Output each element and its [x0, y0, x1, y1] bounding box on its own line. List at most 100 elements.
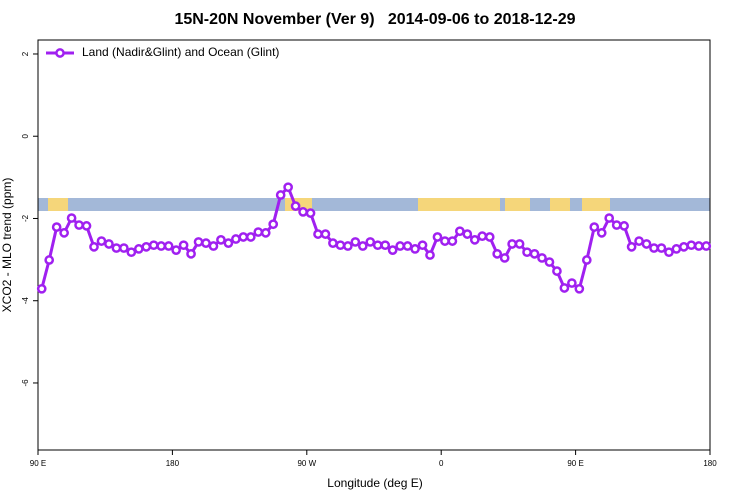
data-point	[231, 234, 241, 244]
data-point	[507, 239, 517, 249]
map-strip	[38, 198, 710, 211]
data-point	[514, 239, 525, 249]
data-point	[260, 228, 271, 238]
data-point	[119, 243, 129, 253]
y-tick-label: -2	[21, 214, 30, 222]
data-point	[626, 242, 637, 252]
data-point	[395, 241, 405, 251]
data-point	[701, 241, 712, 251]
data-point	[596, 228, 607, 238]
data-point	[372, 240, 383, 251]
data-point	[656, 243, 667, 253]
data-point	[522, 247, 532, 258]
data-point	[440, 236, 450, 246]
data-point	[410, 244, 420, 254]
data-point	[679, 242, 689, 252]
x-tick-label: 180	[166, 459, 180, 468]
data-point	[253, 227, 264, 237]
data-point	[567, 278, 577, 288]
data-point	[492, 248, 503, 259]
x-tick-label: 90 E	[567, 459, 583, 468]
data-point	[141, 242, 152, 252]
data-point	[275, 190, 286, 200]
data-point	[201, 238, 211, 248]
data-point	[104, 239, 114, 249]
data-point	[581, 255, 592, 265]
data-point	[81, 221, 92, 231]
data-point	[133, 244, 144, 254]
data-point	[178, 240, 189, 251]
x-axis-label: Longitude (deg E)	[327, 476, 422, 490]
chart-title: 15N-20N November (Ver 9) 2014-09-06 to 2…	[174, 11, 575, 28]
data-point	[186, 248, 196, 259]
y-tick-label: 2	[21, 51, 30, 56]
data-point	[171, 245, 181, 255]
data-point	[529, 248, 540, 259]
data-point	[51, 222, 62, 232]
data-point	[447, 236, 458, 246]
data-point	[328, 238, 338, 248]
data-point	[193, 237, 204, 247]
data-point	[313, 229, 323, 239]
data-point	[477, 231, 488, 242]
data-point	[163, 241, 174, 251]
data-point	[649, 243, 659, 253]
data-point	[126, 247, 137, 258]
data-point	[634, 236, 644, 246]
data-point	[619, 221, 629, 231]
data-point	[693, 241, 704, 251]
data-point	[245, 232, 256, 242]
data-point	[664, 247, 674, 258]
data-point	[343, 241, 353, 251]
data-point	[59, 228, 69, 238]
data-point	[686, 240, 697, 251]
data-point	[425, 250, 435, 260]
data-point	[111, 243, 122, 253]
data-point	[216, 235, 226, 245]
data-point	[589, 222, 600, 232]
data-point	[387, 245, 398, 255]
data-point	[380, 240, 391, 251]
data-point	[537, 253, 547, 263]
data-point	[417, 240, 428, 251]
data-point	[305, 208, 316, 218]
data-point	[469, 235, 480, 245]
data-point	[604, 213, 615, 223]
data-point	[96, 236, 107, 246]
data-point	[574, 283, 585, 294]
y-axis-label: XCO2 - MLO trend (ppm)	[0, 178, 14, 313]
data-point	[320, 229, 331, 239]
data-point	[432, 232, 443, 242]
legend-marker	[55, 48, 65, 58]
x-tick-label: 90 W	[297, 459, 316, 468]
y-tick-label: -6	[21, 379, 30, 387]
data-point	[365, 237, 376, 247]
data-point	[89, 242, 99, 252]
data-point	[357, 241, 368, 251]
data-point	[290, 201, 301, 211]
legend-label: Land (Nadir&Glint) and Ocean (Glint)	[82, 45, 279, 59]
data-point	[462, 229, 473, 239]
data-point	[36, 283, 47, 294]
data-point	[499, 253, 510, 263]
data-point	[611, 220, 622, 230]
data-point	[223, 238, 234, 248]
data-point	[559, 283, 570, 293]
data-point	[74, 220, 84, 230]
data-point	[208, 241, 219, 251]
data-point	[156, 241, 167, 251]
data-point	[671, 244, 682, 254]
y-tick-label: 0	[21, 133, 30, 138]
data-point	[350, 237, 361, 247]
x-tick-label: 0	[439, 459, 444, 468]
data-point	[148, 240, 159, 251]
data-point	[283, 182, 293, 193]
data-point	[335, 240, 346, 251]
data-point	[484, 232, 495, 242]
data-point	[544, 257, 555, 267]
x-tick-label: 90 E	[30, 459, 46, 468]
data-point	[268, 219, 279, 230]
y-tick-label: -4	[21, 297, 30, 305]
data-point	[298, 207, 308, 217]
data-point	[238, 232, 249, 242]
